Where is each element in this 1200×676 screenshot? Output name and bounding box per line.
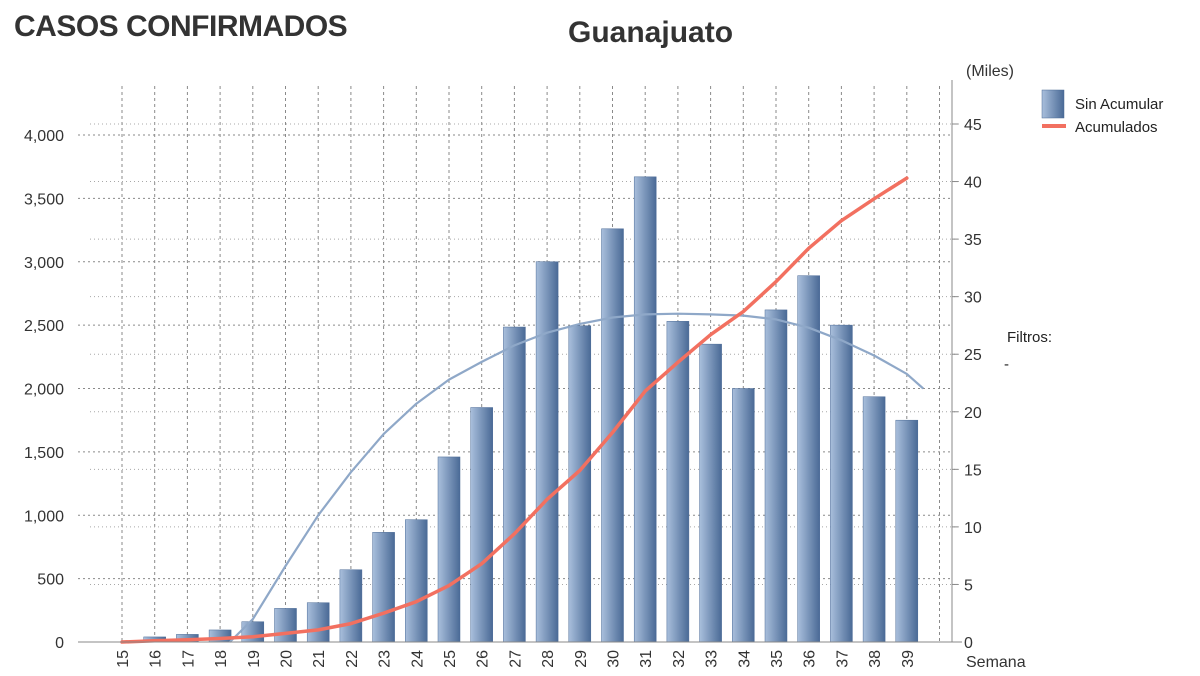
acumulados-line <box>120 176 909 644</box>
y-left-tick-label: 0 <box>55 635 64 652</box>
y-left-tick-label: 500 <box>37 572 64 589</box>
x-tick-label: 35 <box>769 650 786 668</box>
x-tick-label: 23 <box>377 650 394 668</box>
x-tick-label: 29 <box>573 650 590 668</box>
bar <box>862 396 886 643</box>
legend-swatch-sin-acumular <box>1041 89 1065 119</box>
main-title: CASOS CONFIRMADOS <box>14 10 348 43</box>
axes-layer: 0 500 1,000 1,500 2,000 2,500 3,000 3,500 4,000 0… <box>24 63 1026 671</box>
y-left-tick-label: 4,000 <box>24 128 64 145</box>
x-tick-label: 25 <box>442 650 459 668</box>
x-tick-label: 34 <box>736 650 753 668</box>
y-right-tick-label: 30 <box>964 290 982 307</box>
filters-label: Filtros: <box>1007 329 1052 346</box>
filters-value: - <box>1004 356 1009 373</box>
bar <box>339 569 363 643</box>
y-left-tick-label: 1,500 <box>24 445 64 462</box>
y-right-tick-label: 10 <box>964 520 982 537</box>
x-tick-label: 26 <box>475 650 492 668</box>
chart-title: Guanajuato <box>568 16 734 49</box>
x-tick-label: 28 <box>540 650 557 668</box>
y-right-tick-label: 35 <box>964 232 982 249</box>
x-tick-label: 19 <box>246 650 263 668</box>
bar <box>732 388 755 643</box>
x-tick-label: 38 <box>867 650 884 668</box>
x-tick-label: 27 <box>507 650 524 668</box>
y-right-tick-label: 15 <box>964 462 982 479</box>
y-right-tick-label: 20 <box>964 405 982 422</box>
bar <box>895 419 919 643</box>
x-tick-label: 16 <box>148 650 165 668</box>
y-right-tick-label: 40 <box>964 175 982 192</box>
bar <box>470 407 493 643</box>
x-tick-label: 31 <box>638 650 655 668</box>
bar <box>405 519 428 643</box>
bar <box>535 261 559 643</box>
y-left-tick-label: 2,000 <box>24 382 64 399</box>
y-left-tick-label: 3,500 <box>24 191 64 208</box>
y-right-tick-label: 45 <box>964 117 982 134</box>
x-tick-label: 36 <box>802 650 819 668</box>
bar <box>503 326 526 643</box>
x-tick-label: 30 <box>606 650 623 668</box>
bar <box>241 621 265 643</box>
y-right-tick-label: 5 <box>964 577 973 594</box>
bar <box>306 602 330 643</box>
x-tick-label: 20 <box>279 650 296 668</box>
bars-layer <box>143 176 919 643</box>
bar <box>372 532 395 643</box>
lines-layer <box>120 176 924 644</box>
x-tick-label: 15 <box>115 650 132 668</box>
y-left-tick-label: 2,500 <box>24 318 64 335</box>
bar <box>764 309 788 643</box>
bar <box>601 228 624 643</box>
x-tick-label: 18 <box>213 650 230 668</box>
y-left-tick-label: 3,000 <box>24 255 64 272</box>
trend-line <box>229 312 924 643</box>
legend-label-sin-acumular: Sin Acumular <box>1075 96 1163 113</box>
x-tick-label: 32 <box>671 650 688 668</box>
legend-layer: Sin Acumular Acumulados <box>1041 89 1163 136</box>
bar <box>830 324 853 643</box>
bar <box>633 176 657 643</box>
y-right-tick-label: 0 <box>964 635 973 652</box>
y-right-unit: (Miles) <box>966 63 1014 80</box>
x-axis-label: Semana <box>966 654 1026 671</box>
bar <box>568 325 592 643</box>
legend-label-acumulados: Acumulados <box>1075 119 1158 136</box>
x-tick-label: 22 <box>344 650 361 668</box>
y-left-tick-label: 1,000 <box>24 508 64 525</box>
x-tick-label: 39 <box>900 650 917 668</box>
x-tick-label: 21 <box>311 650 328 668</box>
y-right-tick-label: 25 <box>964 347 982 364</box>
bar <box>437 456 461 643</box>
bar <box>699 343 722 643</box>
x-tick-label: 24 <box>409 650 426 668</box>
x-tick-label: 37 <box>834 650 851 668</box>
bar <box>274 608 297 643</box>
x-tick-label: 33 <box>704 650 721 668</box>
x-tick-label: 17 <box>180 650 197 668</box>
